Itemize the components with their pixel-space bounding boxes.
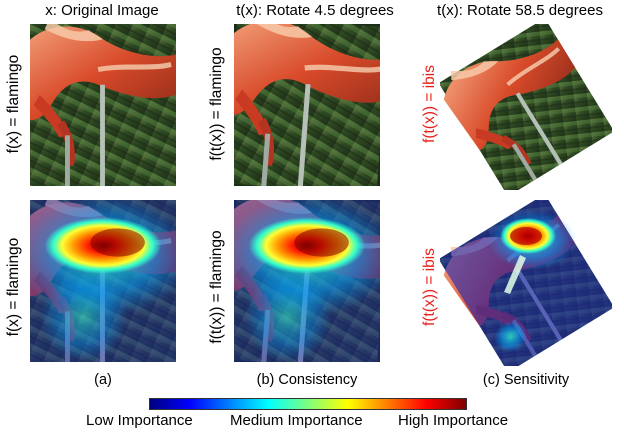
original-image — [30, 24, 176, 186]
rotated-4-5-image — [234, 24, 380, 186]
label-prediction-original-image: f(x) = flamingo — [5, 54, 22, 154]
caption-consistency: (b) Consistency — [256, 372, 358, 388]
label-prediction-rotate-4-5-image: f(t(x)) = flamingo — [208, 47, 225, 161]
original-heatmap — [30, 200, 176, 362]
colorbar-medium-label: Medium Importance — [230, 412, 363, 429]
colorbar-low-label: Low Importance — [86, 412, 193, 429]
rotated-4-5-heatmap — [234, 200, 380, 362]
label-prediction-original-heatmap: f(x) = flamingo — [5, 237, 22, 337]
column-title-original: x: Original Image — [45, 2, 159, 19]
column-title-rotate-4-5: t(x): Rotate 4.5 degrees — [236, 2, 394, 19]
rotated-58-5-heatmap — [440, 200, 612, 366]
label-prediction-rotate-4-5-heatmap: f(t(x)) = flamingo — [208, 230, 225, 344]
rotated-58-5-image — [440, 24, 612, 190]
column-title-rotate-58-5: t(x): Rotate 58.5 degrees — [437, 2, 603, 19]
label-prediction-rotate-58-5-heatmap: f(t(x)) = ibis — [421, 248, 438, 326]
caption-original: (a) — [94, 372, 112, 388]
importance-colorbar — [149, 398, 467, 410]
colorbar-high-label: High Importance — [398, 412, 509, 429]
label-prediction-rotate-58-5-image: f(t(x)) = ibis — [421, 65, 438, 143]
caption-sensitivity: (c) Sensitivity — [482, 372, 570, 388]
